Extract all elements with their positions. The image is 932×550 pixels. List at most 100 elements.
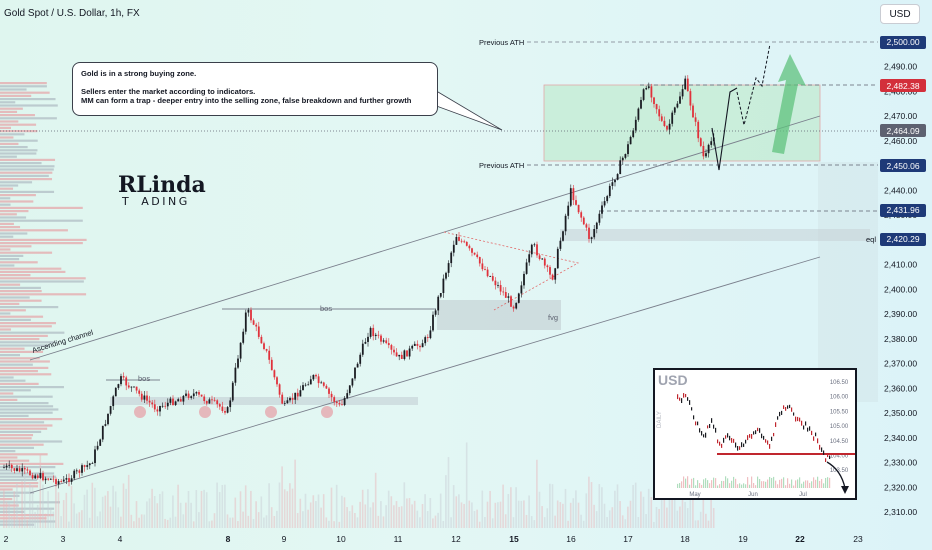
- candle: [689, 91, 692, 106]
- y-tick-label: 2,310.00: [884, 507, 917, 517]
- inset-candle: [735, 442, 737, 448]
- volume-bar: [130, 514, 133, 528]
- volume-profile-bar: [0, 434, 34, 437]
- candle: [34, 475, 37, 479]
- candle: [255, 324, 258, 327]
- volume-bar: [255, 501, 257, 528]
- volume-bar: [377, 515, 380, 528]
- candle: [125, 377, 128, 386]
- volume-profile-bar: [0, 440, 63, 443]
- inset-volume-bar: [829, 477, 831, 488]
- candle: [458, 236, 460, 241]
- candle: [426, 337, 429, 339]
- inset-volume-bar: [769, 476, 771, 488]
- inset-volume-bar: [779, 479, 781, 488]
- volume-bar: [658, 508, 660, 528]
- volume-bar: [117, 507, 120, 528]
- candle: [679, 96, 681, 104]
- volume-bar: [216, 482, 218, 528]
- inset-candle: [805, 421, 807, 426]
- candle: [406, 350, 408, 357]
- volume-profile-bar: [0, 498, 13, 501]
- inset-y-tick: 105.50: [830, 409, 849, 415]
- inset-candle: [723, 437, 725, 443]
- currency-button[interactable]: USD: [880, 4, 920, 24]
- candle: [200, 394, 203, 397]
- inset-volume-bar: [721, 480, 723, 488]
- candle: [554, 268, 557, 280]
- inset-volume-bar: [731, 480, 733, 488]
- candle: [265, 349, 268, 351]
- inset-volume-bar: [819, 480, 821, 488]
- candle: [234, 367, 237, 383]
- volume-bar: [322, 494, 325, 528]
- volume-bar: [551, 484, 554, 528]
- volume-bar: [523, 500, 525, 528]
- volume-bar: [18, 519, 21, 528]
- inset-candle: [707, 425, 709, 429]
- candle: [671, 112, 674, 124]
- support-zone: [110, 397, 418, 405]
- inset-candle: [763, 435, 765, 440]
- inset-y-tick: 106.00: [830, 395, 849, 401]
- candle: [616, 174, 619, 180]
- inset-volume-bar: [687, 476, 689, 488]
- volume-profile-bar: [0, 363, 33, 366]
- volume-bar: [606, 517, 608, 528]
- candle: [195, 392, 198, 394]
- volume-bar: [29, 482, 31, 528]
- volume-bar: [36, 504, 39, 528]
- volume-profile-bar: [0, 107, 23, 110]
- candle: [68, 478, 70, 482]
- volume-profile-bar: [0, 261, 38, 264]
- volume-bar: [239, 491, 242, 528]
- volume-bar: [666, 507, 668, 528]
- volume-profile-bar: [0, 235, 14, 238]
- volume-bar: [632, 484, 634, 528]
- volume-bar: [476, 509, 478, 528]
- candle: [252, 320, 255, 325]
- inset-candle: [803, 425, 805, 430]
- volume-profile-bar: [0, 178, 53, 181]
- candle: [138, 390, 141, 394]
- volume-bar: [603, 503, 606, 528]
- volume-bar: [10, 516, 13, 528]
- x-tick-label: 17: [623, 534, 633, 544]
- candle: [135, 386, 138, 391]
- volume-bar: [517, 500, 520, 528]
- volume-bar: [268, 483, 270, 528]
- inset-candle: [787, 405, 789, 409]
- volume-bar: [172, 495, 174, 528]
- candle: [81, 465, 83, 473]
- volume-bar: [567, 520, 569, 528]
- volume-profile-bar: [0, 517, 47, 520]
- candle: [533, 244, 536, 246]
- volume-profile-bar: [0, 488, 13, 491]
- usd-inset-chart: USD DAILY 106.50 106.00 105.50 105.00 104.50…: [653, 368, 857, 500]
- candle: [127, 385, 130, 388]
- x-tick-label: 8: [226, 534, 231, 544]
- candle: [198, 392, 200, 395]
- volume-bar: [346, 507, 348, 528]
- inset-candle: [677, 394, 679, 400]
- volume-profile-bar: [0, 232, 28, 235]
- volume-bar: [439, 493, 442, 528]
- candle: [642, 89, 645, 100]
- volume-bar: [151, 488, 153, 528]
- liquidity-circle: [321, 406, 333, 418]
- volume-profile-bar: [0, 341, 54, 344]
- candle: [455, 236, 458, 245]
- candle: [515, 302, 518, 309]
- volume-bar: [96, 516, 99, 528]
- candle: [109, 406, 112, 414]
- candle: [694, 117, 697, 122]
- volume-bar: [504, 514, 507, 528]
- volume-profile-bar: [0, 411, 53, 414]
- candle: [437, 296, 440, 311]
- inset-candle: [743, 443, 745, 447]
- forecast-path-dashed: [736, 43, 771, 126]
- candle: [226, 407, 229, 413]
- volume-profile-bar: [0, 85, 47, 88]
- annotation-line-2: Sellers enter the market according to in…: [81, 87, 256, 97]
